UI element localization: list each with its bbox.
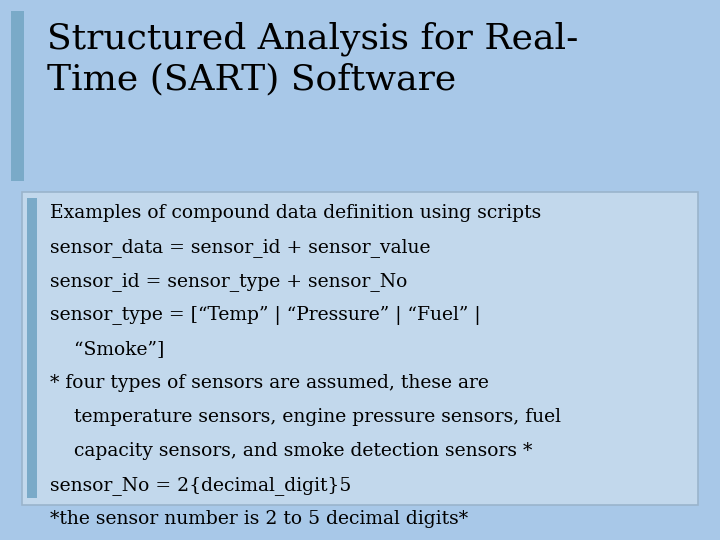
- Text: sensor_No = 2{decimal_digit}5: sensor_No = 2{decimal_digit}5: [50, 476, 352, 495]
- Text: temperature sensors, engine pressure sensors, fuel: temperature sensors, engine pressure sen…: [50, 408, 562, 426]
- Text: sensor_id = sensor_type + sensor_No: sensor_id = sensor_type + sensor_No: [50, 272, 408, 291]
- Bar: [11, 11, 24, 181]
- Text: Structured Analysis for Real-
Time (SART) Software: Structured Analysis for Real- Time (SART…: [47, 22, 578, 97]
- Text: sensor_data = sensor_id + sensor_value: sensor_data = sensor_id + sensor_value: [50, 238, 431, 256]
- Text: *the sensor number is 2 to 5 decimal digits*: *the sensor number is 2 to 5 decimal dig…: [50, 510, 469, 528]
- Bar: [27, 198, 37, 498]
- Text: Examples of compound data definition using scripts: Examples of compound data definition usi…: [50, 204, 541, 221]
- Text: sensor_type = [“Temp” | “Pressure” | “Fuel” |: sensor_type = [“Temp” | “Pressure” | “Fu…: [50, 306, 481, 325]
- Text: capacity sensors, and smoke detection sensors *: capacity sensors, and smoke detection se…: [50, 442, 533, 460]
- Text: * four types of sensors are assumed, these are: * four types of sensors are assumed, the…: [50, 374, 490, 391]
- FancyBboxPatch shape: [22, 192, 698, 505]
- Text: “Smoke”]: “Smoke”]: [50, 340, 165, 357]
